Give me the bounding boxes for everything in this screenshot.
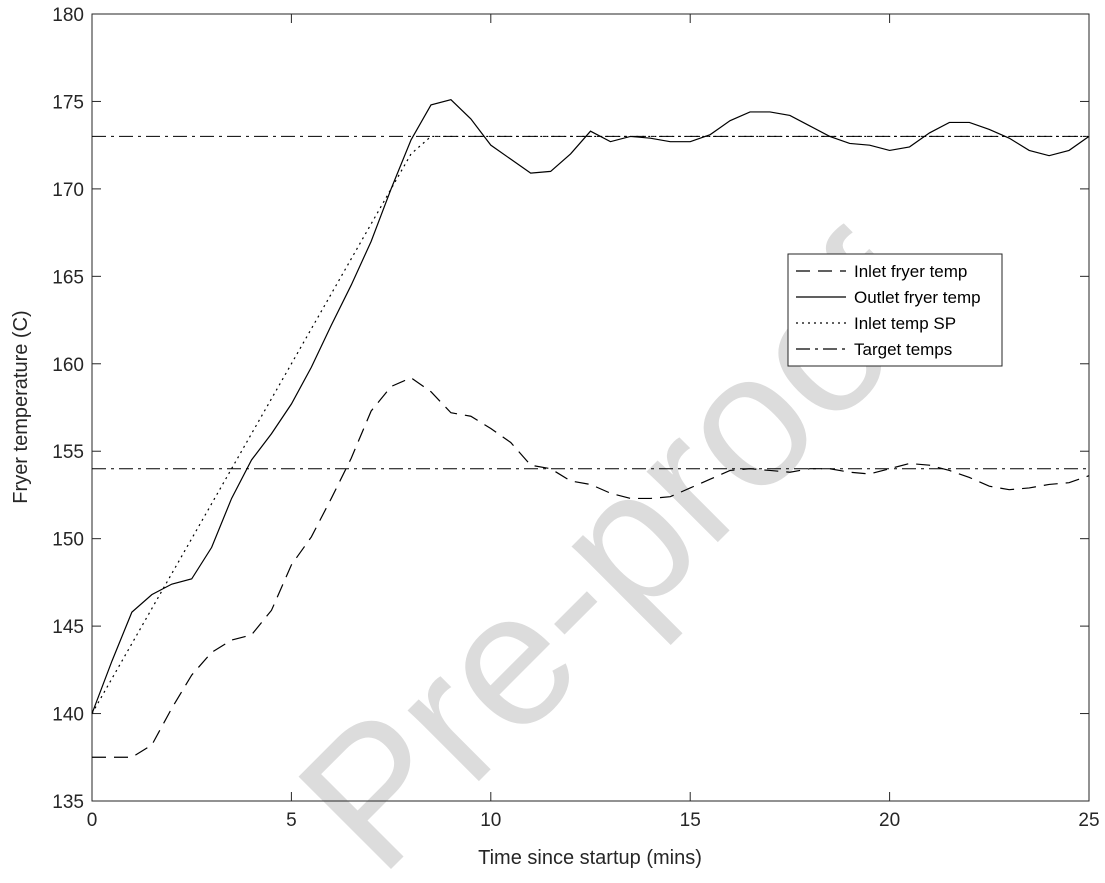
x-tick-label: 25 [1078,810,1099,831]
x-tick-label: 10 [480,810,501,831]
legend-label: Target temps [854,340,952,359]
x-tick-label: 5 [286,810,297,831]
y-tick-label: 150 [52,530,84,551]
y-tick-label: 135 [52,792,84,813]
x-tick-label: 0 [87,810,98,831]
legend-label: Inlet temp SP [854,314,956,333]
legend-label: Inlet fryer temp [854,262,967,281]
y-tick-label: 140 [52,705,84,726]
legend-box [787,253,1003,367]
y-tick-label: 175 [52,92,84,113]
y-tick-label: 155 [52,442,84,463]
y-tick-label: 145 [52,617,84,638]
x-axis-label: Time since startup (mins) [478,847,702,869]
series-line [91,99,1090,714]
x-tick-label: 20 [879,810,900,831]
y-tick-label: 160 [52,355,84,376]
plot-frame [91,13,1090,802]
y-tick-label: 170 [52,180,84,201]
series-line [92,377,1090,758]
legend-label: Outlet fryer temp [854,288,981,307]
x-tick-label: 15 [680,810,701,831]
y-tick-label: 180 [52,5,84,26]
y-axis-label: Fryer temperature (C) [10,310,32,503]
y-tick-label: 165 [52,267,84,288]
